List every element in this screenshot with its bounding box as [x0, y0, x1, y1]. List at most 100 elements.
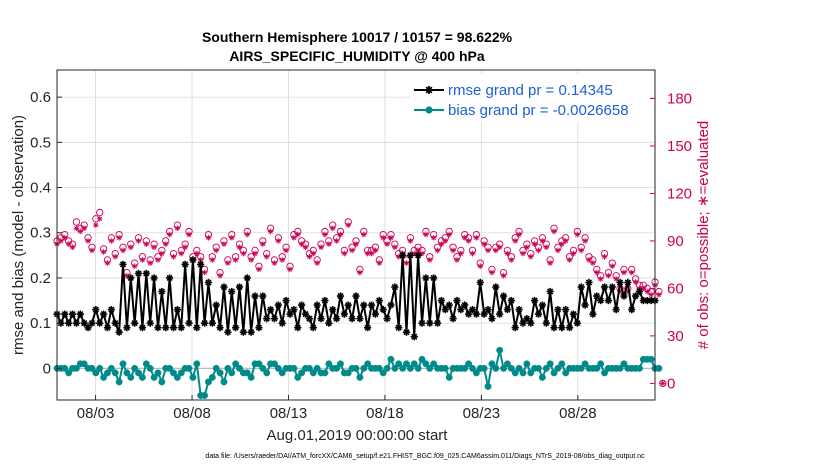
rmse-point: [387, 301, 395, 309]
rmse-point-stroke: [228, 288, 235, 295]
obs-evaluated-point: [446, 231, 452, 238]
bias-point: [321, 369, 329, 377]
rmse-point: [278, 319, 286, 327]
rmse-point-stroke: [216, 324, 224, 331]
rmse-point-stroke: [496, 310, 503, 318]
legend-rmse-marker: [414, 86, 444, 94]
rmse-point-stroke: [508, 297, 515, 304]
obs-evaluated-point-stroke: [373, 248, 378, 253]
rmse-point: [185, 319, 193, 327]
obs-evaluated-point-stroke: [248, 257, 254, 263]
rmse-point: [138, 324, 147, 332]
obs-evaluated-point-stroke: [512, 238, 518, 244]
rmse-point-stroke: [566, 324, 573, 331]
obs-evaluated-point-stroke: [206, 235, 211, 241]
rmse-point: [212, 301, 220, 309]
y2-tick-label: 0: [667, 375, 675, 392]
obs-evaluated-point-stroke: [505, 251, 510, 256]
obs-evaluated-point-stroke: [454, 257, 460, 263]
obs-evaluated-point: [648, 291, 654, 298]
obs-evaluated-point: [291, 234, 297, 241]
rmse-point: [531, 296, 539, 305]
obs-evaluated-point-stroke: [85, 238, 91, 244]
rmse-point-stroke: [624, 279, 631, 286]
obs-evaluated-point: [217, 272, 223, 279]
rmse-point-stroke: [275, 301, 282, 309]
bias-point: [278, 369, 286, 377]
bias-point: [72, 364, 80, 372]
legend-bias-marker: [414, 106, 444, 114]
obs-evaluated-point-stroke: [567, 257, 572, 263]
bias-point: [480, 364, 488, 372]
obs-evaluated-point-stroke: [66, 241, 71, 247]
obs-evaluated-point: [329, 225, 336, 232]
rmse-point: [131, 319, 139, 327]
x-tick-label: 08/03: [77, 405, 115, 422]
obs-evaluated-point: [601, 253, 608, 260]
rmse-point-stroke: [387, 301, 395, 309]
obs-evaluated-point-stroke: [81, 225, 87, 231]
bias-point: [546, 360, 554, 368]
rmse-point: [313, 301, 321, 309]
y-tick-label: 0.4: [30, 180, 51, 197]
rmse-point-stroke: [337, 292, 344, 300]
obs-evaluated-point-stroke: [532, 241, 537, 247]
rmse-point: [247, 328, 255, 336]
rmse-point-stroke: [100, 310, 107, 318]
rmse-point-stroke: [119, 261, 127, 268]
obs-evaluated-point: [551, 228, 557, 235]
rmse-point: [204, 278, 213, 287]
rmse-point-stroke: [527, 320, 534, 327]
rmse-point-stroke: [123, 324, 131, 331]
obs-evaluated-point-stroke: [380, 235, 386, 241]
obs-evaluated-point: [209, 257, 216, 263]
obs-evaluated-point-stroke: [648, 292, 654, 298]
obs-evaluated-point: [236, 244, 243, 251]
obs-evaluated-point: [430, 234, 437, 241]
obs-evaluated-point-stroke: [330, 225, 335, 231]
obs-evaluated-point-stroke: [485, 248, 491, 253]
rmse-point: [414, 251, 422, 259]
rmse-point-stroke: [112, 320, 119, 327]
y-tick-label: 0.2: [30, 270, 51, 287]
bias-point: [247, 373, 255, 381]
obs-evaluated-point: [341, 250, 348, 257]
obs-evaluated-point-stroke: [322, 232, 328, 237]
bias-point: [228, 369, 236, 377]
rmse-point: [228, 287, 236, 296]
bias-point: [391, 364, 399, 372]
rmse-point: [499, 292, 508, 300]
obs-evaluated-point: [139, 257, 146, 263]
obs-evaluated-point-stroke: [283, 248, 289, 253]
rmse-point: [422, 274, 430, 282]
rmse-point-stroke: [290, 306, 297, 313]
obs-evaluated-point-stroke: [575, 232, 580, 237]
rmse-point: [577, 283, 585, 291]
bias-point: [503, 360, 511, 368]
obs-evaluated-point: [159, 250, 165, 257]
obs-evaluated-point: [81, 225, 87, 232]
bias-point: [146, 364, 154, 372]
rmse-point: [224, 328, 232, 336]
bias-point: [344, 369, 352, 377]
obs-evaluated-point-stroke: [175, 225, 180, 231]
bias-point: [185, 364, 193, 372]
rmse-point-stroke: [178, 324, 185, 331]
obs-evaluated-point-stroke: [303, 244, 308, 250]
x-tick-label: 08/18: [366, 405, 404, 422]
legend-box: [410, 74, 650, 122]
rmse-point: [352, 292, 360, 300]
obs-evaluated-point-stroke: [310, 251, 316, 256]
obs-evaluated-point: [193, 250, 200, 257]
rmse-point: [181, 260, 189, 268]
obs-evaluated-point-stroke: [178, 251, 184, 256]
rmse-point-stroke: [131, 320, 138, 327]
obs-evaluated-point-stroke: [656, 292, 662, 298]
bias-point: [472, 369, 480, 377]
obs-evaluated-point: [426, 257, 433, 263]
rmse-point: [488, 315, 496, 323]
rmse-point: [235, 283, 244, 291]
obs-evaluated-point: [469, 250, 476, 257]
rmse-point-stroke: [135, 270, 142, 277]
obs-evaluated-point: [155, 257, 161, 263]
